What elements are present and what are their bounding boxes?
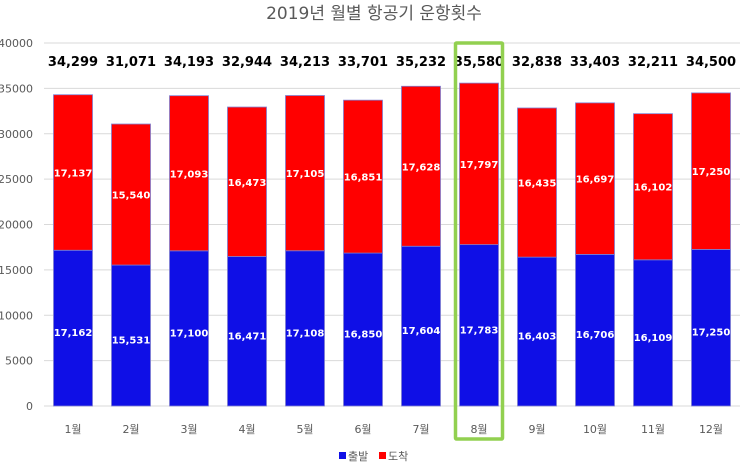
- x-tick-label: 5월: [296, 423, 313, 436]
- bar-arrival: [227, 106, 267, 257]
- legend-swatch: [379, 452, 386, 459]
- bar-departure: [53, 249, 93, 407]
- bar-arrival: [285, 95, 325, 252]
- bar-label-departure: 17,250: [692, 328, 731, 339]
- y-tick-label: 40000: [0, 37, 33, 50]
- bar-departure: [111, 264, 151, 407]
- total-label: 34,500: [686, 55, 736, 70]
- bar-label-departure: 16,403: [518, 332, 557, 343]
- total-label: 32,838: [512, 55, 562, 70]
- bar-label-arrival: 17,250: [692, 167, 731, 178]
- bars: 17,162 17,137 34,299 15,531 15,540 31,071 17,1…: [48, 41, 736, 441]
- bar-departure: [633, 259, 673, 407]
- bar-label-departure: 15,531: [112, 336, 151, 347]
- bar-label-departure: 16,850: [344, 330, 383, 341]
- bar-arrival: [169, 95, 209, 252]
- bar-departure: [459, 244, 499, 407]
- bar-label-departure: 16,706: [576, 330, 615, 341]
- x-tick-label: 10월: [583, 423, 607, 436]
- bar-label-arrival: 15,540: [112, 191, 151, 202]
- x-tick-label: 8월: [470, 423, 487, 436]
- y-axis: 0 5000 10000 15000 20000 25000 30000 35000 40000: [0, 37, 33, 413]
- total-label: 32,211: [628, 55, 678, 70]
- bar-label-arrival: 17,105: [286, 169, 325, 180]
- total-label: 32,944: [222, 55, 272, 70]
- bar-label-arrival: 16,435: [518, 179, 557, 190]
- y-tick-label: 20000: [0, 219, 33, 232]
- legend-label: 도착: [388, 450, 408, 463]
- bar-departure: [401, 245, 441, 407]
- x-tick-label: 7월: [412, 423, 429, 436]
- total-label: 35,232: [396, 55, 446, 70]
- bar-departure: [575, 253, 615, 407]
- bar-arrival: [691, 92, 731, 250]
- y-tick-label: 30000: [0, 128, 33, 141]
- total-label: 35,580: [454, 55, 504, 70]
- bar-arrival: [111, 123, 151, 266]
- x-tick-label: 12월: [699, 423, 723, 436]
- bar-label-arrival: 16,473: [228, 178, 267, 189]
- bar-label-departure: 16,471: [228, 331, 267, 342]
- bar-arrival: [575, 102, 615, 255]
- total-label: 31,071: [106, 55, 156, 70]
- bar-label-departure: 17,604: [402, 326, 441, 337]
- x-tick-label: 6월: [354, 423, 371, 436]
- bar-arrival: [53, 94, 93, 251]
- total-label: 34,213: [280, 55, 330, 70]
- y-tick-label: 35000: [0, 82, 33, 95]
- chart-title: 2019년 월별 항공기 운항횟수: [266, 4, 482, 24]
- bar-label-arrival: 17,628: [402, 162, 441, 173]
- bar-label-arrival: 16,102: [634, 183, 673, 194]
- bar-label-departure: 16,109: [634, 333, 673, 344]
- legend-label: 출발: [348, 450, 368, 463]
- total-label: 34,193: [164, 55, 214, 70]
- y-tick-label: 15000: [0, 264, 33, 277]
- y-tick-label: 0: [26, 400, 33, 413]
- gridlines: [44, 42, 740, 407]
- legend: 출발 도착: [339, 450, 408, 463]
- bar-arrival: [343, 99, 383, 254]
- legend-swatch: [339, 452, 346, 459]
- bar-departure: [285, 250, 325, 407]
- bar-label-departure: 17,783: [460, 325, 499, 336]
- bar-label-arrival: 16,697: [576, 175, 615, 186]
- bar-label-arrival: 17,137: [54, 168, 93, 179]
- x-tick-label: 2월: [122, 423, 139, 436]
- x-tick-label: 1월: [64, 423, 81, 436]
- x-tick-label: 4월: [238, 423, 255, 436]
- total-label: 33,403: [570, 55, 620, 70]
- bar-departure: [169, 250, 209, 407]
- x-tick-label: 9월: [528, 423, 545, 436]
- bar-label-departure: 17,162: [54, 328, 93, 339]
- bar-label-arrival: 16,851: [344, 173, 383, 184]
- bar-label-arrival: 17,797: [460, 160, 499, 171]
- bar-arrival: [633, 113, 673, 261]
- x-tick-label: 3월: [180, 423, 197, 436]
- total-label: 34,299: [48, 55, 98, 70]
- total-label: 33,701: [338, 55, 388, 70]
- bar-arrival: [517, 107, 557, 258]
- bar-arrival: [459, 82, 499, 246]
- bar-label-departure: 17,108: [286, 328, 325, 339]
- bar-label-departure: 17,100: [170, 328, 209, 339]
- bar-arrival: [401, 85, 441, 247]
- y-tick-label: 5000: [5, 355, 33, 368]
- highlight-box: [453, 41, 505, 441]
- x-tick-label: 11월: [641, 423, 665, 436]
- bar-label-arrival: 17,093: [170, 169, 209, 180]
- y-tick-label: 25000: [0, 173, 33, 186]
- x-axis: 1월 2월 3월 4월 5월 6월 7월 8월 9월 10월 11월 12월: [64, 423, 723, 436]
- y-tick-label: 10000: [0, 309, 33, 322]
